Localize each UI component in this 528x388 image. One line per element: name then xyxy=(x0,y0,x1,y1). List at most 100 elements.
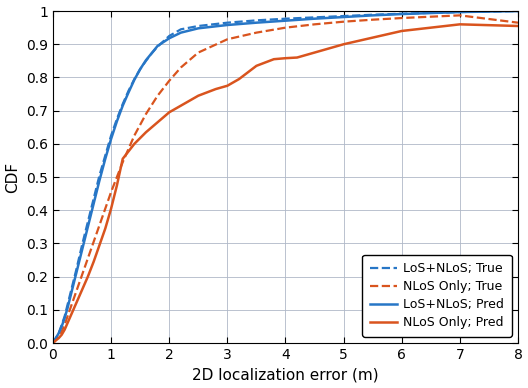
NLoS Only; Pred xyxy=(102,226,108,231)
NLoS Only; Pred xyxy=(99,234,106,239)
NLoS Only; Pred xyxy=(73,301,79,305)
NLoS Only; True xyxy=(154,94,161,98)
LoS+NLoS; True xyxy=(73,268,79,272)
LoS+NLoS; True xyxy=(70,279,77,284)
LoS+NLoS; Pred xyxy=(312,16,318,21)
LoS+NLoS; Pred xyxy=(53,336,59,340)
LoS+NLoS; True xyxy=(341,14,347,18)
NLoS Only; True xyxy=(515,20,521,25)
NLoS Only; True xyxy=(55,334,62,339)
LoS+NLoS; True xyxy=(125,88,131,93)
NLoS Only; Pred xyxy=(236,77,242,81)
LoS+NLoS; Pred xyxy=(102,156,108,161)
LoS+NLoS; True xyxy=(143,59,149,63)
LoS+NLoS; True xyxy=(137,67,143,71)
LoS+NLoS; True xyxy=(50,341,56,345)
NLoS Only; True xyxy=(90,239,97,244)
LoS+NLoS; Pred xyxy=(370,13,376,18)
LoS+NLoS; Pred xyxy=(125,90,131,95)
NLoS Only; Pred xyxy=(108,206,114,211)
LoS+NLoS; True xyxy=(515,9,521,13)
NLoS Only; Pred xyxy=(312,50,318,55)
LoS+NLoS; Pred xyxy=(253,20,260,25)
NLoS Only; Pred xyxy=(341,42,347,47)
NLoS Only; True xyxy=(178,65,184,70)
LoS+NLoS; Pred xyxy=(114,119,120,124)
NLoS Only; Pred xyxy=(79,288,85,292)
LoS+NLoS; Pred xyxy=(70,282,77,287)
NLoS Only; Pred xyxy=(294,55,300,60)
NLoS Only; Pred xyxy=(282,56,289,61)
NLoS Only; Pred xyxy=(96,243,102,248)
Y-axis label: CDF: CDF xyxy=(6,161,21,192)
NLoS Only; Pred xyxy=(154,120,161,125)
LoS+NLoS; Pred xyxy=(84,225,91,229)
LoS+NLoS; Pred xyxy=(59,324,65,329)
LoS+NLoS; True xyxy=(79,243,85,248)
LoS+NLoS; Pred xyxy=(131,78,137,82)
NLoS Only; Pred xyxy=(50,341,56,345)
NLoS Only; True xyxy=(282,25,289,30)
LoS+NLoS; Pred xyxy=(61,316,68,320)
LoS+NLoS; True xyxy=(114,117,120,121)
LoS+NLoS; Pred xyxy=(64,306,71,310)
LoS+NLoS; True xyxy=(84,220,91,224)
NLoS Only; True xyxy=(253,30,260,35)
NLoS Only; Pred xyxy=(271,57,277,62)
NLoS Only; Pred xyxy=(119,156,126,161)
LoS+NLoS; Pred xyxy=(515,9,521,13)
NLoS Only; True xyxy=(195,50,202,55)
LoS+NLoS; Pred xyxy=(119,103,126,108)
NLoS Only; Pred xyxy=(67,314,73,319)
NLoS Only; True xyxy=(61,322,68,327)
NLoS Only; True xyxy=(67,306,73,310)
NLoS Only; Pred xyxy=(195,94,202,98)
NLoS Only; Pred xyxy=(55,336,62,340)
LoS+NLoS; Pred xyxy=(399,12,405,16)
Line: LoS+NLoS; True: LoS+NLoS; True xyxy=(53,11,518,343)
NLoS Only; True xyxy=(79,273,85,277)
NLoS Only; Pred xyxy=(370,35,376,40)
LoS+NLoS; Pred xyxy=(50,341,56,345)
LoS+NLoS; True xyxy=(67,291,73,296)
NLoS Only; Pred xyxy=(59,333,65,337)
LoS+NLoS; Pred xyxy=(195,26,202,31)
LoS+NLoS; Pred xyxy=(166,36,173,41)
NLoS Only; True xyxy=(96,223,102,227)
NLoS Only; Pred xyxy=(84,274,91,279)
LoS+NLoS; Pred xyxy=(108,137,114,141)
LoS+NLoS; True xyxy=(195,24,202,28)
NLoS Only; True xyxy=(224,37,231,42)
LoS+NLoS; Pred xyxy=(90,201,97,206)
LoS+NLoS; Pred xyxy=(137,67,143,71)
NLoS Only; Pred xyxy=(213,87,219,92)
LoS+NLoS; True xyxy=(119,102,126,106)
NLoS Only; Pred xyxy=(53,338,59,343)
NLoS Only; True xyxy=(166,78,173,83)
NLoS Only; True xyxy=(119,160,126,165)
Line: NLoS Only; Pred: NLoS Only; Pred xyxy=(53,24,518,343)
NLoS Only; True xyxy=(341,19,347,24)
NLoS Only; Pred xyxy=(61,327,68,332)
LoS+NLoS; True xyxy=(59,322,65,327)
NLoS Only; True xyxy=(64,314,71,319)
NLoS Only; True xyxy=(143,112,149,116)
Line: LoS+NLoS; Pred: LoS+NLoS; Pred xyxy=(53,11,518,343)
NLoS Only; Pred xyxy=(224,83,231,88)
LoS+NLoS; True xyxy=(90,196,97,201)
NLoS Only; True xyxy=(59,329,65,334)
LoS+NLoS; True xyxy=(178,27,184,32)
LoS+NLoS; Pred xyxy=(224,23,231,27)
Legend: LoS+NLoS; True, NLoS Only; True, LoS+NLoS; Pred, NLoS Only; Pred: LoS+NLoS; True, NLoS Only; True, LoS+NLo… xyxy=(362,255,512,337)
NLoS Only; Pred xyxy=(457,22,463,27)
LoS+NLoS; Pred xyxy=(154,43,161,48)
NLoS Only; Pred xyxy=(178,103,184,108)
NLoS Only; Pred xyxy=(143,130,149,135)
LoS+NLoS; Pred xyxy=(178,30,184,35)
NLoS Only; True xyxy=(131,133,137,138)
LoS+NLoS; True xyxy=(224,20,231,25)
NLoS Only; Pred xyxy=(166,110,173,114)
NLoS Only; Pred xyxy=(515,24,521,28)
NLoS Only; Pred xyxy=(131,142,137,146)
LoS+NLoS; Pred xyxy=(67,294,73,299)
